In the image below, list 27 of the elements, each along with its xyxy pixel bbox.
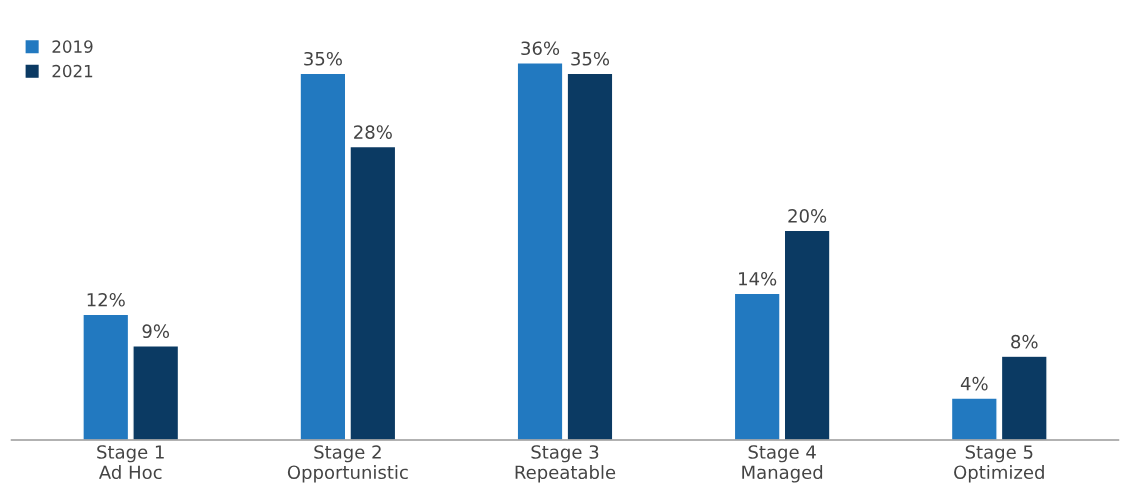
bar (132, 344, 180, 440)
legend-label: 2019 (52, 40, 93, 53)
data-label: 9% (142, 324, 170, 339)
bar (299, 72, 347, 440)
legend-label: 2021 (52, 64, 93, 78)
data-label: 35% (304, 51, 342, 66)
data-label: 36% (521, 41, 560, 56)
x-tick-label: Stage 2 Opportunistic (287, 445, 408, 483)
data-label: 35% (571, 51, 610, 66)
x-tick-label: Stage 5 Optimized (954, 445, 1044, 483)
x-tick-label: Stage 3 Repeatable (515, 445, 616, 483)
data-label: 20% (788, 209, 827, 223)
bar (783, 229, 831, 440)
data-label: 12% (87, 292, 125, 307)
bar (516, 62, 564, 440)
bar (82, 313, 130, 440)
bar (1000, 355, 1048, 440)
bar (566, 72, 614, 440)
x-tick-label: Stage 1 Ad Hoc (97, 445, 164, 480)
data-label: 28% (354, 125, 392, 139)
bar (349, 145, 397, 440)
data-label: 4% (960, 376, 988, 391)
x-tick-label: Stage 4 Managed (742, 445, 823, 483)
data-label: 8% (1011, 334, 1038, 349)
bar (950, 397, 998, 440)
bar (733, 292, 781, 440)
data-label: 14% (739, 271, 777, 286)
